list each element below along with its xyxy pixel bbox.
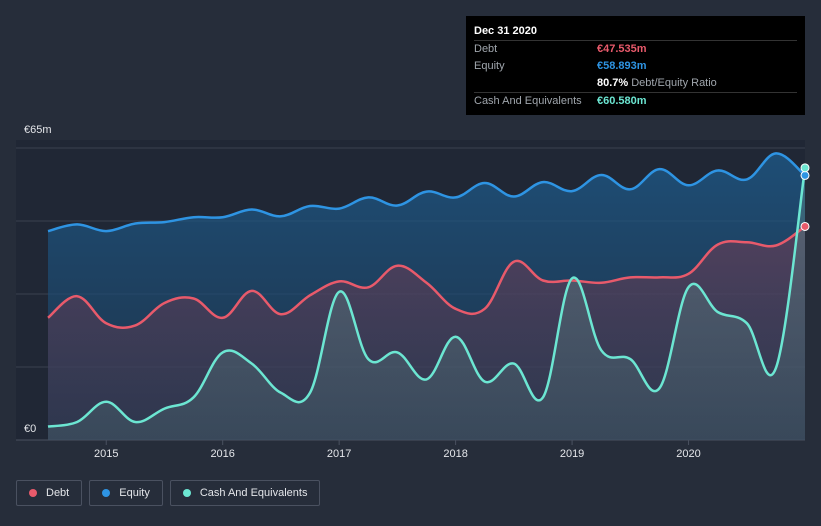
chart-legend: Debt Equity Cash And Equivalents xyxy=(16,480,321,506)
tooltip-debt-value: €47.535m xyxy=(597,43,647,55)
tooltip-row-ratio: 80.7% Debt/Equity Ratio xyxy=(474,75,797,92)
series-end-markers xyxy=(800,163,810,231)
tooltip-cash-label: Cash And Equivalents xyxy=(474,95,582,107)
end-marker-equity xyxy=(800,170,810,180)
legend-item-debt[interactable]: Debt xyxy=(16,480,83,506)
tooltip-row-debt: Debt €47.535m xyxy=(474,40,797,58)
line-equity xyxy=(47,152,806,233)
tooltip-cash-value: €60.580m xyxy=(597,95,647,107)
tooltip-equity-value: €58.893m xyxy=(597,60,647,72)
line-cash-and-equivalents xyxy=(47,167,807,428)
tooltip-ratio-value: 80.7% xyxy=(597,77,629,89)
legend-cash-label: Cash And Equivalents xyxy=(199,487,308,499)
end-marker-debt xyxy=(800,221,810,231)
series-areas xyxy=(48,153,805,440)
x-tick-label-2017: 2017 xyxy=(327,448,351,460)
tooltip-ratio-label: Debt/Equity Ratio xyxy=(631,77,717,89)
y-tick-label-max: €65m xyxy=(24,124,52,136)
tooltip-ratio-spacer xyxy=(474,75,597,92)
legend-item-cash[interactable]: Cash And Equivalents xyxy=(169,480,321,506)
tooltip-equity-label: Equity xyxy=(474,60,505,72)
legend-cash-dot-icon xyxy=(182,489,191,497)
legend-debt-dot-icon xyxy=(29,489,37,497)
tooltip-date: Dec 31 2020 xyxy=(474,25,537,37)
x-tick-label-2016: 2016 xyxy=(210,448,234,460)
series-lines xyxy=(47,152,807,428)
x-tick-label-2020: 2020 xyxy=(676,448,700,460)
tooltip-row-cash: Cash And Equivalents €60.580m xyxy=(474,92,797,110)
tooltip-row-equity: Equity €58.893m xyxy=(474,58,797,75)
x-tick-label-2015: 2015 xyxy=(94,448,118,460)
line-debt xyxy=(47,225,806,329)
end-marker-cash-and-equivalents xyxy=(800,163,810,173)
x-tick-label-2018: 2018 xyxy=(443,448,467,460)
x-axis-ticks: 2015 2016 2017 2018 2019 2020 xyxy=(94,440,701,460)
legend-item-equity[interactable]: Equity xyxy=(89,480,163,506)
x-tick-label-2019: 2019 xyxy=(560,448,584,460)
area-cash-and-equivalents xyxy=(48,167,805,440)
legend-equity-dot-icon xyxy=(102,489,111,497)
tooltip-debt-label: Debt xyxy=(474,43,498,55)
legend-debt-label: Debt xyxy=(46,487,70,499)
tooltip-panel: Dec 31 2020 Debt €47.535m Equity €58.893… xyxy=(466,16,805,115)
y-tick-label-min: €0 xyxy=(24,423,36,435)
legend-equity-label: Equity xyxy=(119,487,150,499)
